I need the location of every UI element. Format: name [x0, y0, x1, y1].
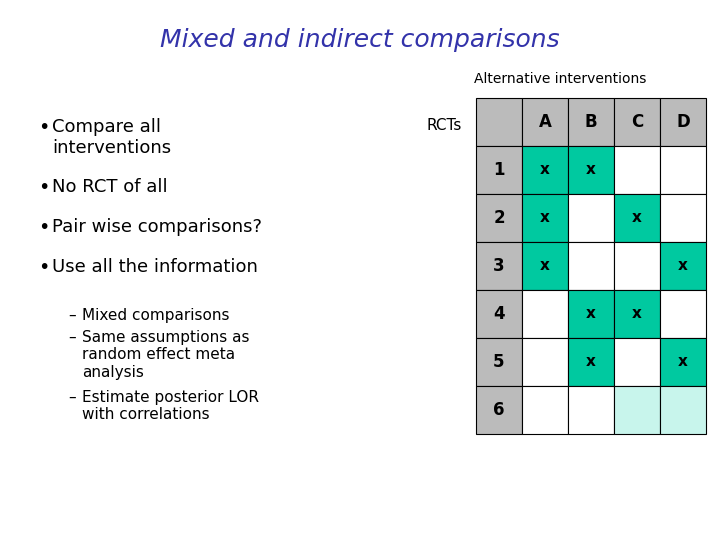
Bar	[522, 338, 568, 386]
Bar	[568, 194, 614, 242]
Text: x: x	[540, 259, 550, 273]
Bar	[522, 146, 568, 194]
Text: x: x	[632, 211, 642, 226]
Text: C: C	[631, 113, 643, 131]
Text: •: •	[38, 118, 50, 137]
Bar	[660, 338, 706, 386]
Bar	[614, 146, 660, 194]
Bar	[568, 386, 614, 434]
Bar	[568, 242, 614, 290]
Bar	[568, 290, 614, 338]
Text: 6: 6	[493, 401, 505, 419]
Text: Alternative interventions: Alternative interventions	[474, 72, 646, 86]
Text: Use all the information: Use all the information	[52, 258, 258, 276]
Bar	[568, 98, 614, 146]
Bar	[476, 242, 522, 290]
Text: •: •	[38, 218, 50, 237]
Bar	[614, 242, 660, 290]
Bar	[522, 290, 568, 338]
Text: –: –	[68, 308, 76, 323]
Bar	[614, 194, 660, 242]
Text: 1: 1	[493, 161, 505, 179]
Bar	[476, 194, 522, 242]
Text: Estimate posterior LOR
with correlations: Estimate posterior LOR with correlations	[82, 390, 259, 422]
Bar	[660, 386, 706, 434]
Bar	[614, 386, 660, 434]
Bar	[522, 386, 568, 434]
Bar	[522, 242, 568, 290]
Text: No RCT of all: No RCT of all	[52, 178, 168, 196]
Text: 3: 3	[493, 257, 505, 275]
Text: x: x	[678, 354, 688, 369]
Bar	[476, 146, 522, 194]
Text: 4: 4	[493, 305, 505, 323]
Bar	[614, 338, 660, 386]
Bar	[660, 242, 706, 290]
Bar	[476, 386, 522, 434]
Text: x: x	[540, 211, 550, 226]
Text: •: •	[38, 178, 50, 197]
Text: 5: 5	[493, 353, 505, 371]
Bar	[660, 98, 706, 146]
Text: x: x	[586, 354, 596, 369]
Text: –: –	[68, 330, 76, 345]
Text: x: x	[678, 259, 688, 273]
Bar	[660, 146, 706, 194]
Bar	[614, 290, 660, 338]
Text: •: •	[38, 258, 50, 277]
Text: 2: 2	[493, 209, 505, 227]
Text: RCTs: RCTs	[427, 118, 462, 133]
Text: D: D	[676, 113, 690, 131]
Text: x: x	[586, 307, 596, 321]
Text: x: x	[540, 163, 550, 178]
Bar	[568, 338, 614, 386]
Text: Mixed comparisons: Mixed comparisons	[82, 308, 230, 323]
Text: Pair wise comparisons?: Pair wise comparisons?	[52, 218, 262, 236]
Bar	[522, 194, 568, 242]
Text: –: –	[68, 390, 76, 405]
Text: Compare all
interventions: Compare all interventions	[52, 118, 171, 157]
Text: A: A	[539, 113, 552, 131]
Bar	[568, 146, 614, 194]
Bar	[476, 98, 522, 146]
Bar	[660, 194, 706, 242]
Bar	[660, 290, 706, 338]
Text: B: B	[585, 113, 598, 131]
Bar	[614, 98, 660, 146]
Bar	[476, 290, 522, 338]
Text: x: x	[586, 163, 596, 178]
Bar	[476, 338, 522, 386]
Text: Same assumptions as
random effect meta
analysis: Same assumptions as random effect meta a…	[82, 330, 250, 380]
Bar	[522, 98, 568, 146]
Text: x: x	[632, 307, 642, 321]
Text: Mixed and indirect comparisons: Mixed and indirect comparisons	[160, 28, 560, 52]
